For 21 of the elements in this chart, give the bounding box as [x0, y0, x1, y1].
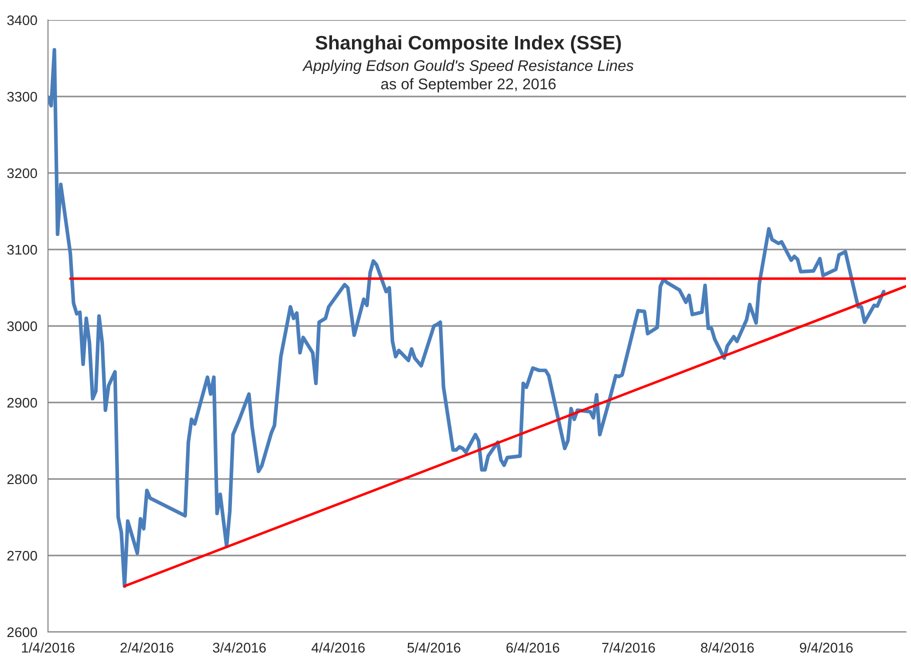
y-tick-label: 2800 — [7, 474, 38, 484]
x-tick-label: 3/4/2016 — [212, 642, 266, 653]
x-tick-label: 6/4/2016 — [506, 642, 560, 653]
x-tick-label: 7/4/2016 — [602, 642, 655, 653]
text: Shanghai Composite Index (SSE) — [316, 35, 621, 54]
y-tick-label: 3200 — [7, 168, 38, 178]
y-tick-label: 2600 — [7, 627, 38, 638]
x-tick-label: 2/4/2016 — [120, 642, 174, 653]
y-tick-label: 2900 — [7, 398, 38, 408]
y-tick-label: 3300 — [7, 92, 38, 102]
x-tick-label: 8/4/2016 — [700, 642, 754, 653]
x-tick-label: 4/4/2016 — [312, 642, 365, 653]
x-tick-label: 1/4/2016 — [22, 642, 74, 653]
y-tick-label: 2700 — [7, 550, 38, 561]
x-tick-label: 9/4/2016 — [800, 642, 853, 653]
y-tick-label: 3100 — [7, 244, 38, 255]
text: Applying Edson Gould's Speed Resistance Lines — [302, 60, 634, 74]
annotation: as of September 22, 2016 — [381, 78, 556, 92]
x-tick-label: 5/4/2016 — [407, 642, 460, 653]
y-tick-label: 3400 — [7, 15, 38, 26]
y-tick-label: 3000 — [7, 321, 38, 332]
